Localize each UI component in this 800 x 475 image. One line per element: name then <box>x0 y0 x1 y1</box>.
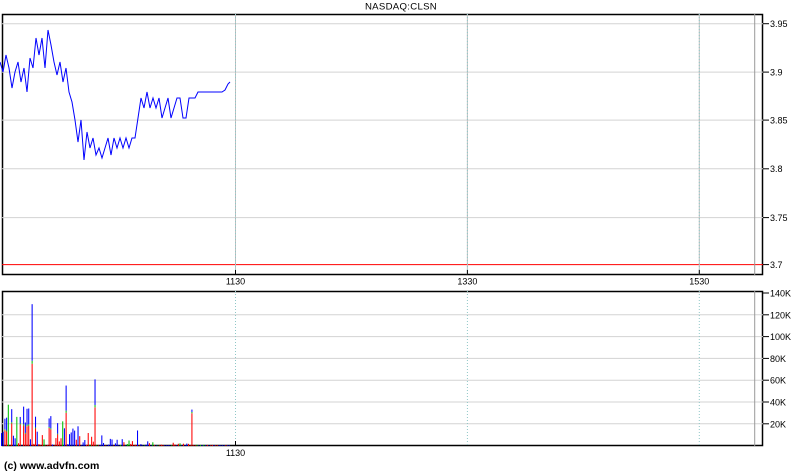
svg-text:60K: 60K <box>770 376 786 386</box>
svg-text:3.7: 3.7 <box>770 260 783 270</box>
svg-text:3.9: 3.9 <box>770 68 783 78</box>
svg-text:120K: 120K <box>770 310 791 320</box>
svg-text:1130: 1130 <box>226 448 245 458</box>
svg-text:3.85: 3.85 <box>770 116 788 126</box>
svg-text:1530: 1530 <box>689 277 709 287</box>
svg-text:(c) www.advfn.com: (c) www.advfn.com <box>4 460 99 472</box>
svg-text:140K: 140K <box>770 289 791 299</box>
svg-text:40K: 40K <box>770 398 786 408</box>
svg-text:1130: 1130 <box>226 277 245 287</box>
svg-text:3.75: 3.75 <box>770 213 788 223</box>
svg-text:3.8: 3.8 <box>770 164 783 174</box>
svg-text:NASDAQ:CLSN: NASDAQ:CLSN <box>365 2 437 13</box>
svg-text:100K: 100K <box>770 332 791 342</box>
svg-text:3.95: 3.95 <box>770 19 788 29</box>
svg-text:80K: 80K <box>770 354 786 364</box>
svg-text:1330: 1330 <box>457 277 477 287</box>
svg-text:20K: 20K <box>770 419 786 429</box>
